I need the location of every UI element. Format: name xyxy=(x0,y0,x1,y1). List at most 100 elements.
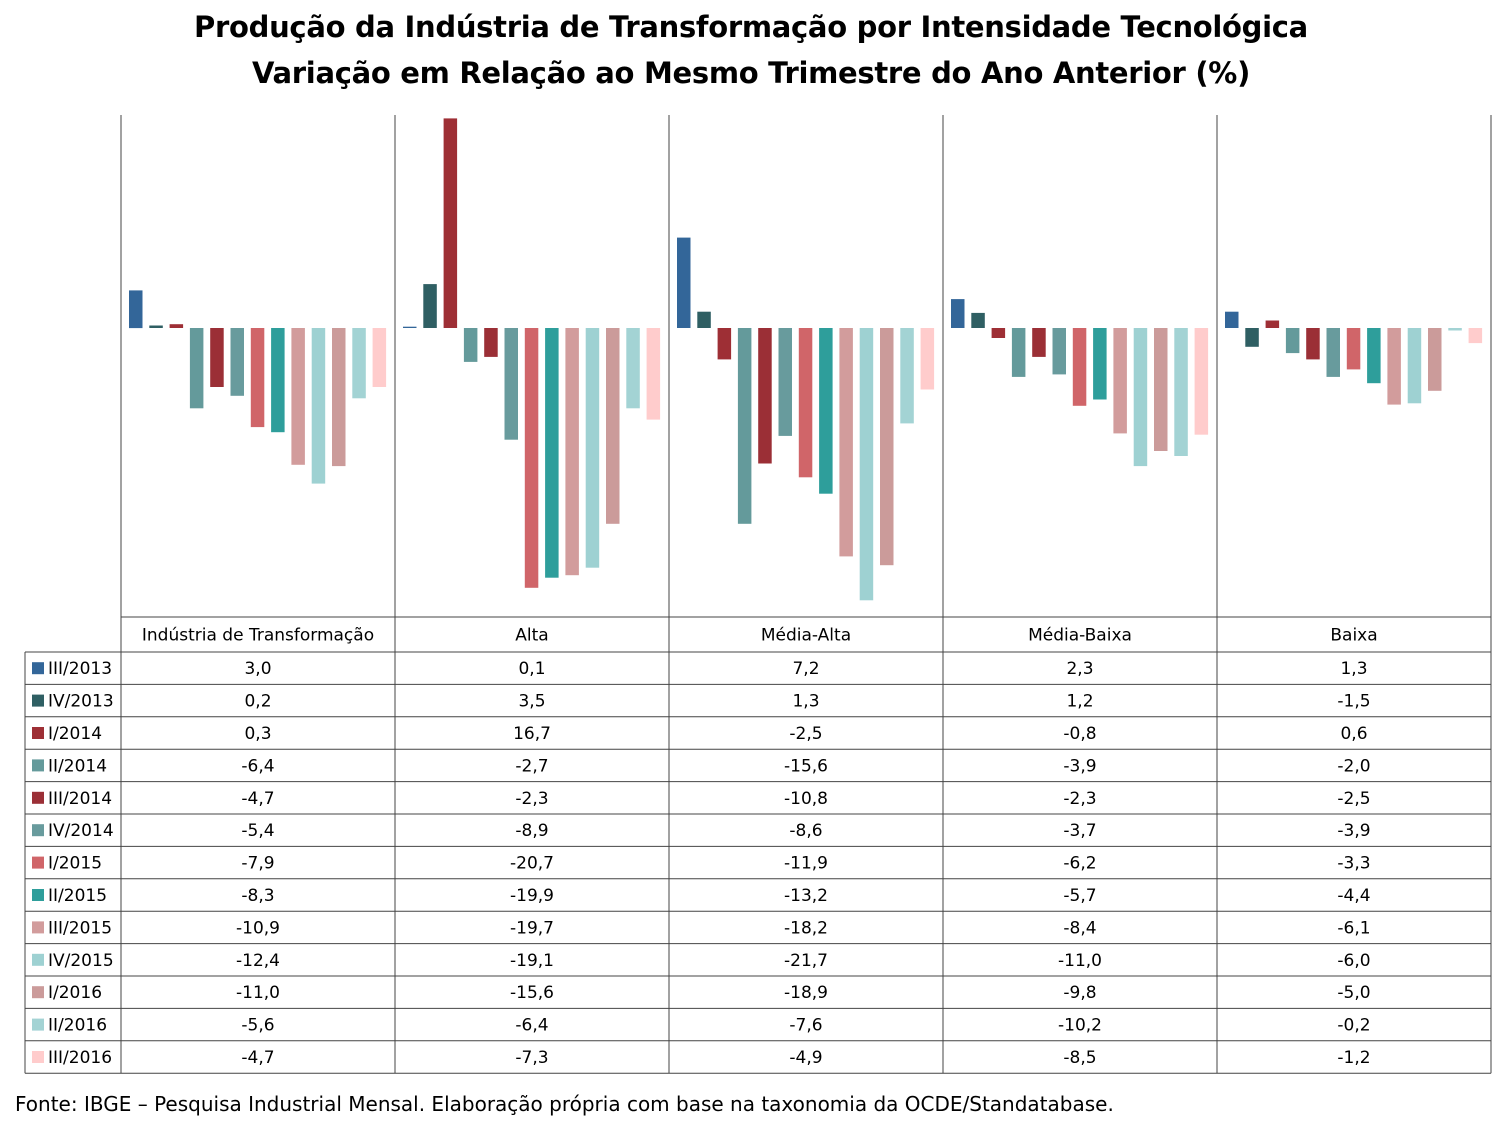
legend-label-i-2016: I/2016 xyxy=(48,983,102,1003)
bar-media-alta-iii-2015 xyxy=(839,328,853,557)
data-label-iii-2014-industria-de-transformacao: -4,7 xyxy=(241,789,274,809)
bar-media-alta-ii-2016 xyxy=(900,328,914,424)
data-label-ii-2015-media-baixa: -5,7 xyxy=(1063,886,1096,906)
data-label-iv-2014-alta: -8,9 xyxy=(515,821,548,841)
bar-baixa-i-2014 xyxy=(1265,320,1280,328)
data-label-i-2016-alta: -15,6 xyxy=(510,983,554,1003)
bar-baixa-iii-2015 xyxy=(1387,328,1401,405)
data-label-ii-2015-alta: -19,9 xyxy=(510,886,554,906)
bar-industria-de-transformacao-ii-2016 xyxy=(352,328,366,399)
bar-baixa-i-2016 xyxy=(1428,328,1442,391)
bar-media-alta-iii-2013 xyxy=(677,237,691,328)
category-label-alta: Alta xyxy=(515,626,548,646)
legend-key-iii-2013 xyxy=(32,662,44,675)
bar-industria-de-transformacao-iii-2015 xyxy=(291,328,305,465)
data-label-iii-2015-media-baixa: -8,4 xyxy=(1063,918,1096,938)
data-label-iii-2016-industria-de-transformacao: -4,7 xyxy=(241,1048,274,1068)
legend-label-iii-2016: III/2016 xyxy=(48,1048,112,1068)
data-label-i-2015-media-baixa: -6,2 xyxy=(1063,854,1096,874)
bar-alta-iii-2013 xyxy=(403,326,417,328)
bar-media-alta-iii-2014 xyxy=(758,328,772,464)
bar-baixa-i-2015 xyxy=(1346,328,1361,370)
category-label-industria-de-transformacao: Indústria de Transformação xyxy=(142,626,374,646)
legend-key-ii-2016 xyxy=(32,1018,44,1031)
bar-media-baixa-ii-2015 xyxy=(1093,328,1107,400)
legend-key-ii-2014 xyxy=(32,759,44,772)
category-label-baixa: Baixa xyxy=(1330,626,1377,646)
data-label-iii-2014-baixa: -2,5 xyxy=(1337,789,1370,809)
legend-label-iv-2014: IV/2014 xyxy=(48,821,114,841)
data-label-iv-2015-media-baixa: -11,0 xyxy=(1058,951,1102,971)
legend-key-i-2014 xyxy=(32,727,44,739)
legend-key-iv-2013 xyxy=(32,694,44,707)
legend-label-i-2014: I/2014 xyxy=(48,724,102,744)
bar-alta-ii-2016 xyxy=(626,328,640,409)
bar-media-baixa-iv-2014 xyxy=(1052,328,1066,375)
data-label-iii-2013-baixa: 1,3 xyxy=(1340,659,1367,679)
bar-baixa-iv-2015 xyxy=(1407,328,1422,404)
data-label-iv-2013-media-alta: 1,3 xyxy=(792,692,819,712)
legend-key-iii-2015 xyxy=(32,921,44,934)
bar-industria-de-transformacao-ii-2014 xyxy=(189,328,204,409)
chart-title: Produção da Indústria de Transformação p… xyxy=(194,10,1308,44)
bar-baixa-iii-2016 xyxy=(1468,328,1483,344)
bar-baixa-iv-2013 xyxy=(1245,328,1259,347)
data-label-iii-2015-industria-de-transformacao: -10,9 xyxy=(236,918,280,938)
bar-industria-de-transformacao-iii-2016 xyxy=(372,328,387,387)
bar-media-alta-ii-2014 xyxy=(737,328,752,524)
data-label-i-2016-media-baixa: -9,8 xyxy=(1063,983,1096,1003)
legend-label-ii-2016: II/2016 xyxy=(48,1016,107,1036)
data-label-iv-2013-alta: 3,5 xyxy=(518,692,545,712)
data-label-i-2016-baixa: -5,0 xyxy=(1337,983,1370,1003)
bar-alta-ii-2015 xyxy=(545,328,559,578)
data-label-iii-2016-baixa: -1,2 xyxy=(1337,1048,1370,1068)
data-label-iii-2013-media-alta: 7,2 xyxy=(792,659,819,679)
bar-alta-i-2014 xyxy=(443,118,458,329)
bar-alta-ii-2014 xyxy=(463,328,478,362)
bar-media-baixa-iii-2014 xyxy=(1032,328,1046,357)
bar-media-alta-i-2016 xyxy=(880,328,894,566)
data-label-ii-2016-baixa: -0,2 xyxy=(1337,1016,1370,1036)
data-label-iv-2015-industria-de-transformacao: -12,4 xyxy=(236,951,280,971)
bar-industria-de-transformacao-iv-2013 xyxy=(149,325,163,328)
data-label-iii-2015-media-alta: -18,2 xyxy=(784,918,828,938)
data-label-iii-2016-media-alta: -4,9 xyxy=(789,1048,822,1068)
legend-label-iii-2013: III/2013 xyxy=(48,659,112,679)
legend-label-ii-2014: II/2014 xyxy=(48,756,107,776)
bar-media-alta-iii-2016 xyxy=(920,328,935,390)
legend-key-iv-2015 xyxy=(32,953,44,966)
data-label-iv-2014-media-alta: -8,6 xyxy=(789,821,822,841)
bar-media-alta-iv-2014 xyxy=(778,328,792,436)
bar-media-baixa-iii-2016 xyxy=(1194,328,1209,435)
data-label-i-2015-baixa: -3,3 xyxy=(1337,854,1370,874)
data-label-ii-2014-media-alta: -15,6 xyxy=(784,756,828,776)
data-label-iii-2013-alta: 0,1 xyxy=(518,659,545,679)
chart-subtitle: Variação em Relação ao Mesmo Trimestre d… xyxy=(251,56,1251,90)
bar-media-baixa-iv-2013 xyxy=(971,312,985,328)
bar-alta-iv-2014 xyxy=(504,328,518,440)
data-label-ii-2014-industria-de-transformacao: -6,4 xyxy=(241,756,274,776)
data-label-ii-2016-media-alta: -7,6 xyxy=(789,1016,822,1036)
bar-media-baixa-iii-2013 xyxy=(951,299,965,328)
data-label-ii-2014-media-baixa: -3,9 xyxy=(1063,756,1096,776)
legend-key-ii-2015 xyxy=(32,889,44,901)
data-label-ii-2015-baixa: -4,4 xyxy=(1337,886,1370,906)
data-label-ii-2015-industria-de-transformacao: -8,3 xyxy=(241,886,274,906)
data-label-iii-2016-alta: -7,3 xyxy=(515,1048,548,1068)
bar-media-baixa-ii-2016 xyxy=(1174,328,1188,456)
bar-media-alta-i-2015 xyxy=(798,328,813,478)
data-label-iv-2013-industria-de-transformacao: 0,2 xyxy=(244,692,271,712)
data-label-ii-2016-media-baixa: -10,2 xyxy=(1058,1016,1102,1036)
bar-alta-iv-2013 xyxy=(423,284,437,328)
bar-alta-iii-2016 xyxy=(646,328,661,420)
bar-media-alta-i-2014 xyxy=(717,328,732,360)
data-label-iii-2015-baixa: -6,1 xyxy=(1337,918,1370,938)
bar-media-alta-iv-2015 xyxy=(859,328,874,601)
data-label-i-2015-alta: -20,7 xyxy=(510,854,554,874)
data-label-i-2016-industria-de-transformacao: -11,0 xyxy=(236,983,280,1003)
bar-industria-de-transformacao-ii-2015 xyxy=(271,328,285,433)
legend-label-iv-2015: IV/2015 xyxy=(48,951,114,971)
bar-media-baixa-ii-2014 xyxy=(1011,328,1026,377)
bar-alta-i-2016 xyxy=(606,328,620,524)
data-label-iii-2014-media-baixa: -2,3 xyxy=(1063,789,1096,809)
